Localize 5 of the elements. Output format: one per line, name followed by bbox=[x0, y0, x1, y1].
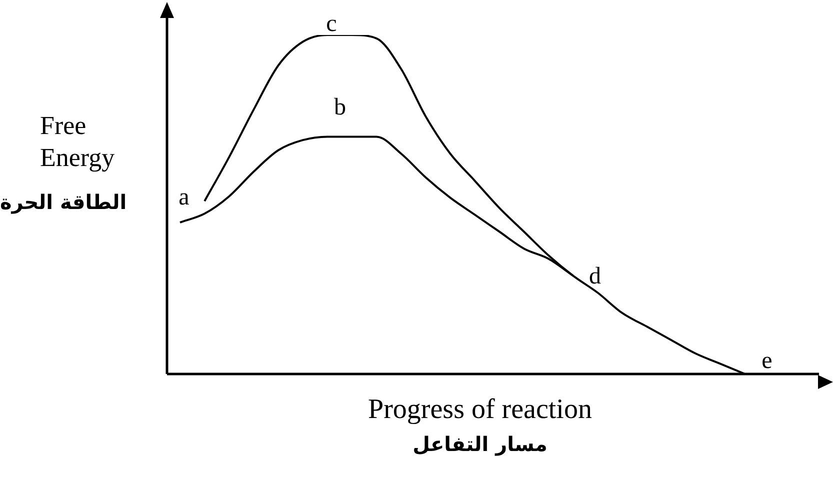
annotation: b bbox=[334, 94, 346, 121]
annotation: a bbox=[178, 184, 190, 210]
annotation: d bbox=[589, 264, 602, 290]
text: e bbox=[762, 348, 772, 374]
annotation: c bbox=[326, 11, 337, 37]
